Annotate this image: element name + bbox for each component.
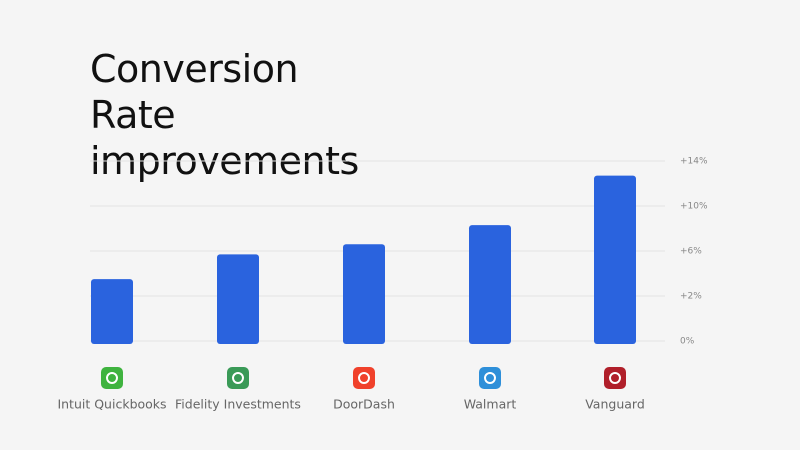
x-tick-label: Fidelity Investments bbox=[175, 397, 301, 412]
x-tick-label: Intuit Quickbooks bbox=[57, 397, 166, 412]
y-tick-label: +2% bbox=[680, 292, 702, 302]
company-icon bbox=[227, 367, 249, 389]
company-icon bbox=[604, 367, 626, 389]
y-tick-label: +10% bbox=[680, 202, 708, 212]
bar bbox=[217, 254, 259, 344]
company-icon bbox=[479, 367, 501, 389]
bar bbox=[594, 175, 636, 344]
bar bbox=[469, 225, 511, 344]
company-icon-glyph bbox=[358, 372, 370, 384]
company-icon-glyph bbox=[232, 372, 244, 384]
company-icon bbox=[101, 367, 123, 389]
y-tick-label: 0% bbox=[680, 337, 695, 347]
company-icon-glyph bbox=[609, 372, 621, 384]
y-tick-label: +6% bbox=[680, 247, 702, 257]
x-tick-label: DoorDash bbox=[333, 397, 395, 412]
x-tick-label: Walmart bbox=[464, 397, 517, 412]
company-icon-glyph bbox=[484, 372, 496, 384]
company-icon-glyph bbox=[106, 372, 118, 384]
company-icon bbox=[353, 367, 375, 389]
x-tick-label: Vanguard bbox=[585, 397, 645, 412]
bar bbox=[343, 244, 385, 344]
bar bbox=[91, 279, 133, 344]
y-tick-label: +14% bbox=[680, 157, 708, 167]
